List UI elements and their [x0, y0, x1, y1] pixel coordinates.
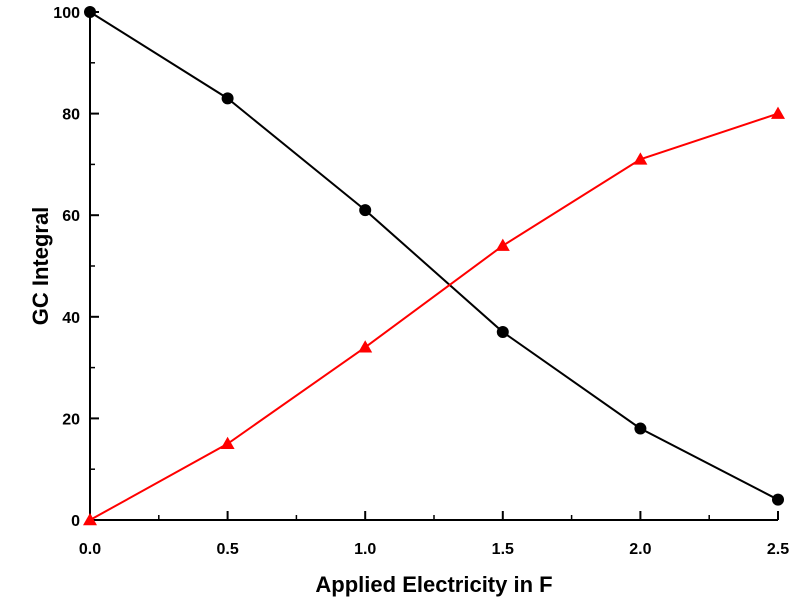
- data-point-triangle: [83, 513, 97, 526]
- x-tick-label: 0.5: [216, 541, 238, 558]
- data-point-triangle: [220, 436, 235, 450]
- y-tick-label: 40: [62, 310, 80, 327]
- data-point-triangle: [633, 152, 648, 165]
- data-point-triangle: [358, 340, 373, 353]
- x-tick-label: 0.0: [79, 541, 101, 558]
- x-tick-label: 1.0: [354, 541, 376, 558]
- data-point-circle: [772, 493, 784, 506]
- series-line: [89, 112, 779, 521]
- data-point-circle: [634, 422, 647, 435]
- tick-labels: 0.0 0.5 1.0 1.5 2.0 2.5 0 20 40 60 80 100: [53, 5, 789, 558]
- x-tick-label: 2.5: [767, 541, 789, 558]
- y-tick-label: 60: [62, 208, 80, 225]
- y-tick-label: 100: [53, 5, 80, 22]
- y-tick-label: 0: [71, 513, 80, 530]
- axes: [89, 12, 778, 521]
- series-line: [89, 11, 779, 501]
- y-tick-label: 20: [62, 411, 80, 428]
- x-axis-title: Applied Electricity in F: [315, 572, 552, 597]
- data-series: [83, 6, 785, 526]
- data-point-triangle: [771, 106, 785, 119]
- y-tick-label: 80: [62, 107, 80, 124]
- series-0: [84, 6, 784, 506]
- data-point-circle: [359, 204, 372, 217]
- data-point-triangle: [495, 238, 510, 251]
- data-point-circle: [496, 326, 509, 339]
- ticks: [89, 11, 779, 521]
- y-axis-title: GC Integral: [28, 207, 53, 326]
- data-point-circle: [84, 6, 96, 18]
- data-point-circle: [221, 92, 234, 105]
- x-tick-label: 1.5: [492, 541, 514, 558]
- series-1: [83, 106, 785, 526]
- x-tick-label: 2.0: [629, 541, 651, 558]
